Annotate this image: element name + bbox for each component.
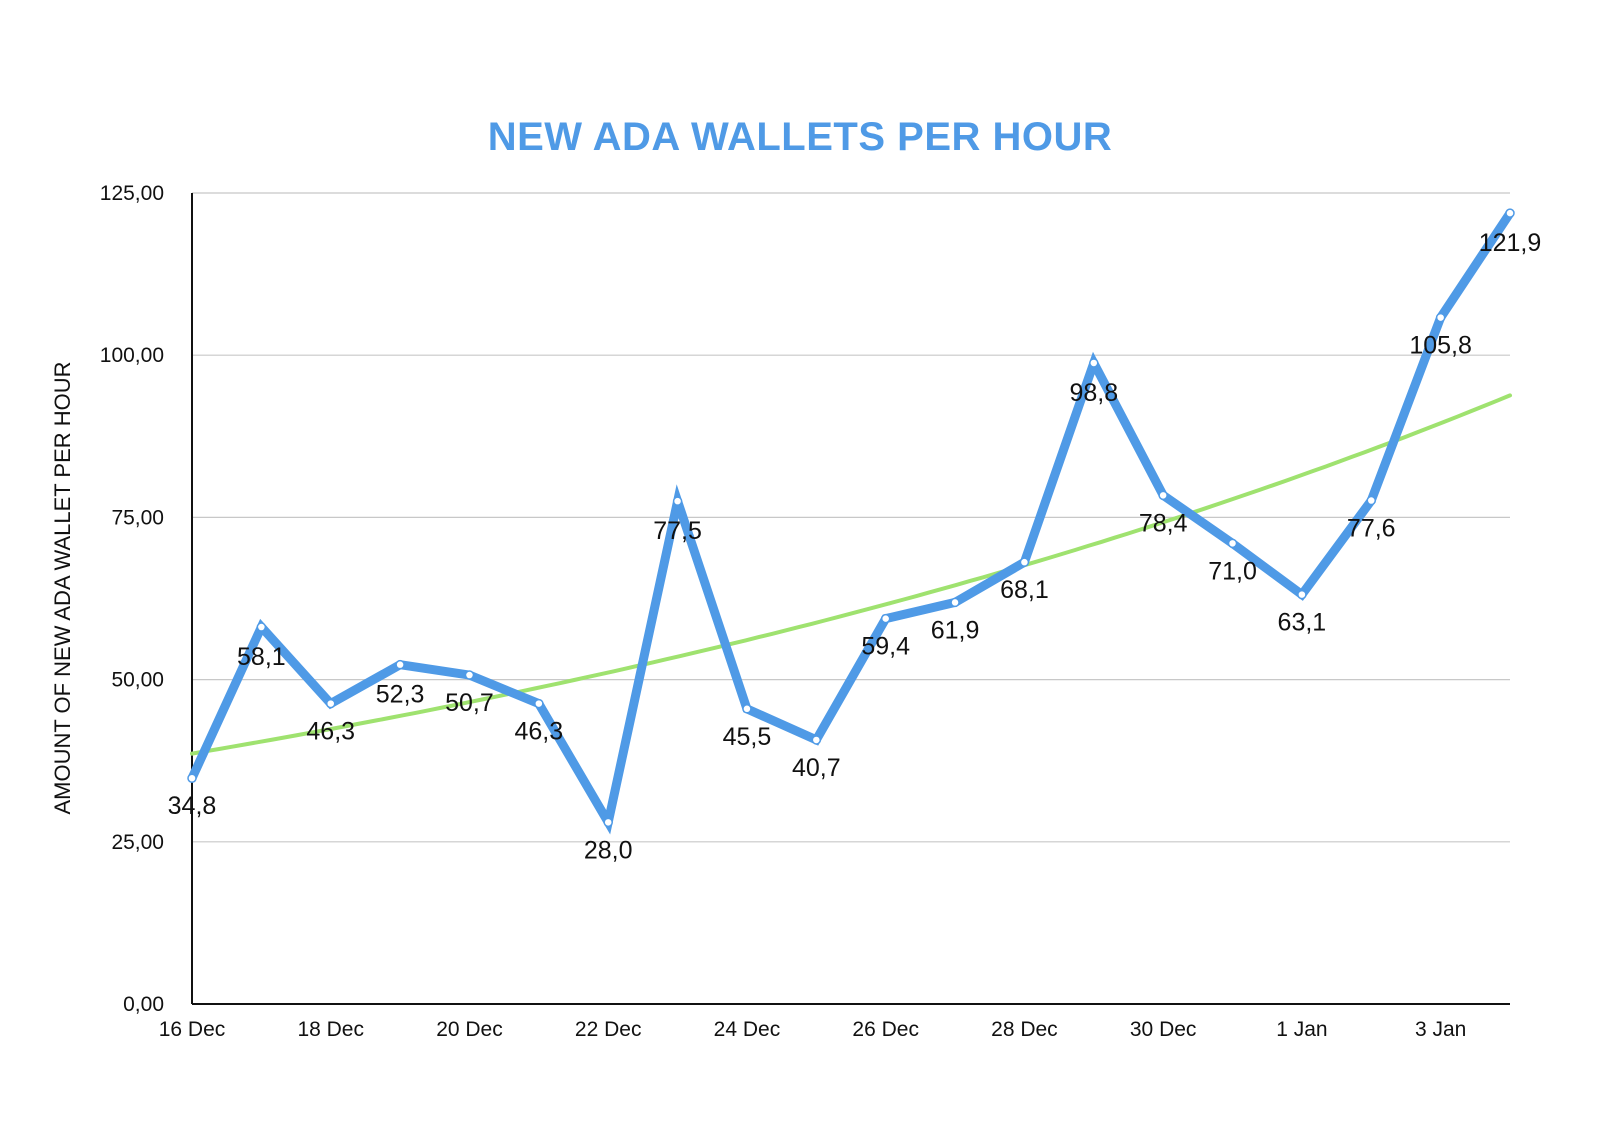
data-point bbox=[811, 735, 822, 745]
data-labels: 34,8 58,1 46,3 52,3 50,7 46,3 28,0 77,5 45,5 40,7… bbox=[168, 229, 1542, 864]
data-point bbox=[1089, 358, 1099, 368]
data-label: 59,4 bbox=[861, 633, 910, 661]
y-tick-label: 0,00 bbox=[123, 993, 164, 1016]
data-point bbox=[325, 698, 336, 709]
data-point bbox=[1158, 490, 1168, 501]
data-point bbox=[603, 817, 613, 828]
axes bbox=[191, 193, 1510, 1005]
data-label: 78,4 bbox=[1139, 509, 1188, 537]
data-point bbox=[464, 670, 475, 680]
chart-title: NEW ADA WALLETS PER HOUR bbox=[487, 115, 1113, 159]
x-tick-label: 18 Dec bbox=[297, 1018, 364, 1041]
y-axis-label: AMOUNT OF NEW ADA WALLET PER HOUR bbox=[50, 361, 75, 814]
data-label: 98,8 bbox=[1069, 379, 1118, 407]
data-label: 28,0 bbox=[584, 836, 633, 864]
data-label: 63,1 bbox=[1278, 609, 1327, 637]
data-label: 68,1 bbox=[1000, 576, 1049, 604]
x-tick-label: 24 Dec bbox=[714, 1018, 781, 1041]
data-point bbox=[1297, 589, 1307, 600]
data-point bbox=[950, 597, 960, 608]
x-tick-label: 3 Jan bbox=[1415, 1018, 1466, 1041]
data-point bbox=[880, 613, 891, 624]
x-tick-labels: 16 Dec 18 Dec 20 Dec 22 Dec 24 Dec 26 Dec 28 D… bbox=[159, 1018, 1467, 1041]
y-tick-label: 100,00 bbox=[100, 344, 164, 367]
data-point bbox=[1227, 538, 1238, 549]
data-label: 71,0 bbox=[1208, 557, 1257, 585]
series-group bbox=[187, 208, 1515, 835]
data-label: 77,5 bbox=[653, 517, 702, 545]
data-label: 45,5 bbox=[723, 723, 772, 751]
data-label: 40,7 bbox=[792, 754, 841, 782]
data-label: 58,1 bbox=[237, 643, 286, 671]
y-tick-label: 125,00 bbox=[100, 182, 164, 205]
x-tick-label: 1 Jan bbox=[1276, 1018, 1327, 1041]
x-tick-label: 30 Dec bbox=[1130, 1018, 1197, 1041]
data-label: 77,6 bbox=[1347, 515, 1396, 543]
data-label: 50,7 bbox=[445, 689, 494, 717]
x-tick-label: 22 Dec bbox=[575, 1018, 642, 1041]
data-point bbox=[1366, 495, 1377, 506]
data-point bbox=[742, 704, 752, 714]
data-point bbox=[534, 698, 544, 709]
y-tick-labels: 0,00 25,00 50,00 75,00 100,00 125,00 bbox=[100, 182, 164, 1016]
data-label: 105,8 bbox=[1409, 332, 1472, 360]
data-point bbox=[256, 622, 267, 632]
series-line bbox=[187, 210, 1514, 835]
data-point bbox=[187, 773, 197, 783]
data-point bbox=[1435, 312, 1446, 323]
y-tick-label: 25,00 bbox=[111, 831, 164, 854]
data-label: 46,3 bbox=[306, 718, 355, 746]
data-label: 61,9 bbox=[931, 616, 980, 644]
trendline bbox=[190, 393, 1512, 756]
data-point bbox=[1505, 208, 1515, 218]
x-tick-label: 20 Dec bbox=[436, 1018, 503, 1041]
y-tick-label: 50,00 bbox=[111, 669, 164, 692]
data-point bbox=[672, 496, 683, 506]
trendline-group bbox=[190, 393, 1512, 756]
data-label: 121,9 bbox=[1479, 229, 1542, 257]
x-tick-label: 16 Dec bbox=[159, 1018, 226, 1041]
x-tick-label: 26 Dec bbox=[852, 1018, 919, 1041]
data-point bbox=[395, 659, 405, 670]
gridlines bbox=[192, 192, 1510, 843]
data-label: 34,8 bbox=[168, 792, 217, 820]
data-label: 46,3 bbox=[515, 718, 564, 746]
data-label: 52,3 bbox=[376, 681, 425, 709]
y-tick-label: 75,00 bbox=[111, 506, 164, 529]
data-point bbox=[1019, 557, 1030, 567]
x-tick-label: 28 Dec bbox=[991, 1018, 1058, 1041]
